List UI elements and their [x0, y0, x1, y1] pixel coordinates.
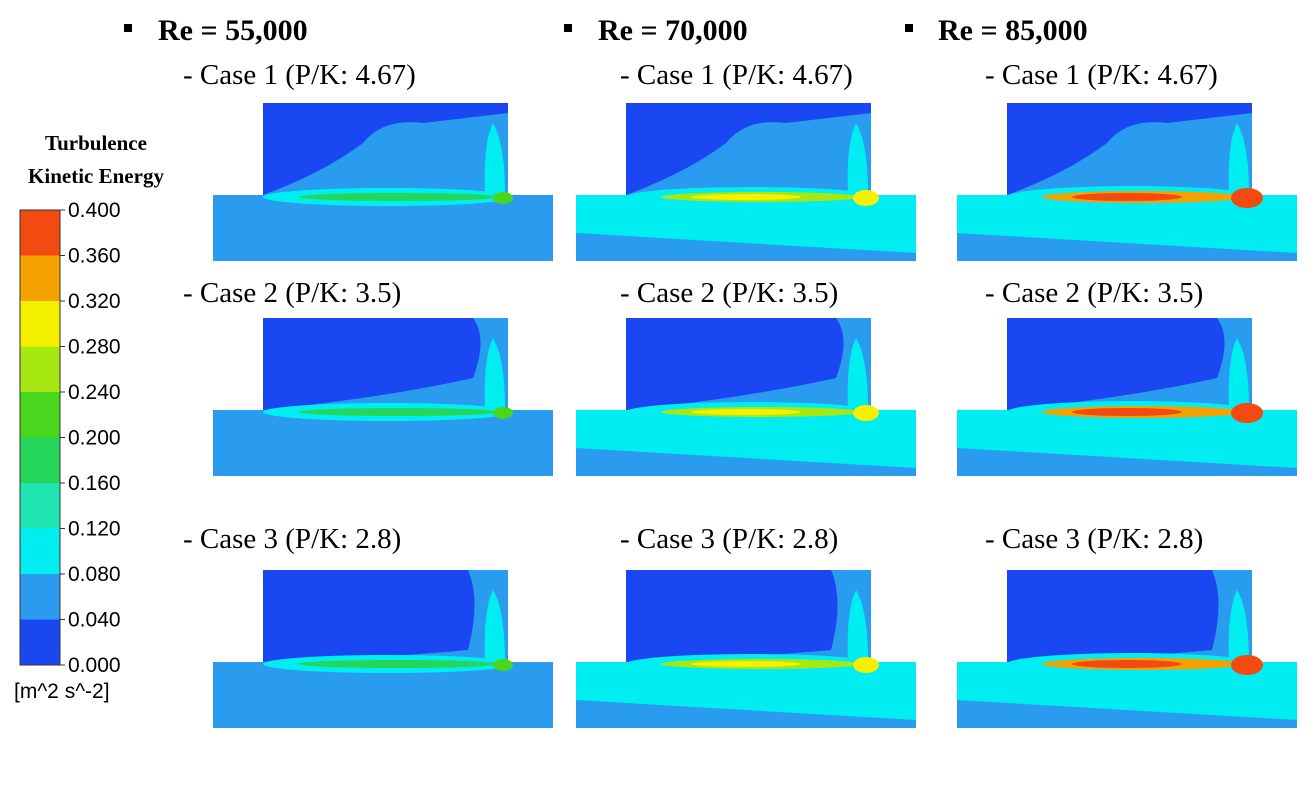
colorbar-band: [20, 301, 60, 347]
colorbar-tick-label: 0.200: [68, 427, 121, 450]
bullet: [905, 24, 913, 32]
colorbar-band: [20, 346, 60, 392]
shear-peak: [691, 661, 801, 667]
column-heading: Re = 85,000: [938, 14, 1088, 47]
legend-unit: [m^2 s^-2]: [14, 680, 110, 703]
contour-panel: [213, 570, 553, 728]
colorbar-tick-label: 0.400: [68, 199, 121, 222]
colorbar-tick-label: 0.160: [68, 472, 121, 495]
contour-panel: [576, 103, 916, 261]
shear-peak: [1072, 660, 1182, 668]
wall-jet: [1228, 338, 1249, 410]
colorbar-band: [20, 574, 60, 620]
wall-jet: [847, 338, 868, 410]
hot-spot: [493, 659, 513, 671]
plume: [626, 318, 871, 410]
plume: [263, 113, 508, 195]
case-label: - Case 3 (P/K: 2.8): [620, 523, 838, 555]
legend-title: Kinetic Energy: [28, 164, 164, 188]
bullet: [564, 24, 572, 32]
plume: [263, 570, 508, 662]
contour-panel: [957, 570, 1297, 728]
shear-peak: [691, 409, 801, 415]
contour-panel: [576, 318, 916, 476]
case-label: - Case 1 (P/K: 4.67): [985, 59, 1218, 91]
plume: [1007, 318, 1252, 410]
colorbar-tick-label: 0.320: [68, 290, 121, 313]
case-label: - Case 2 (P/K: 3.5): [183, 277, 401, 309]
channel-layer: [576, 233, 916, 261]
cavity: [263, 570, 508, 662]
wall-jet: [484, 123, 505, 195]
channel-layer: [576, 700, 916, 728]
wall-jet: [847, 590, 868, 662]
hot-spot: [853, 190, 879, 206]
channel: [213, 410, 553, 476]
case-label: - Case 3 (P/K: 2.8): [183, 523, 401, 555]
shear-peak: [1072, 408, 1182, 416]
shear-core: [298, 193, 498, 201]
hot-spot: [1231, 188, 1263, 208]
case-label: - Case 2 (P/K: 3.5): [985, 277, 1203, 309]
colorbar-tick-label: 0.280: [68, 336, 121, 359]
shear-core: [298, 408, 498, 416]
hot-spot: [493, 407, 513, 419]
channel-layer: [957, 233, 1297, 261]
column-heading: Re = 55,000: [158, 14, 308, 47]
hot-spot: [1231, 403, 1263, 423]
wall-jet: [484, 590, 505, 662]
colorbar-band: [20, 255, 60, 301]
colorbar-band: [20, 210, 60, 256]
shear-peak: [1072, 193, 1182, 201]
colorbar-tick-label: 0.080: [68, 563, 121, 586]
plume: [1007, 113, 1252, 195]
channel: [213, 662, 553, 728]
hot-spot: [1231, 655, 1263, 675]
colorbar-tick-label: 0.360: [68, 245, 121, 268]
colorbar-tick-label: 0.040: [68, 609, 121, 632]
shear-core: [298, 660, 498, 668]
plume: [1007, 570, 1252, 662]
channel: [213, 195, 553, 261]
channel-layer: [576, 448, 916, 476]
wall-jet: [1228, 123, 1249, 195]
contour-panel: [576, 570, 916, 728]
contour-panel: [213, 318, 553, 476]
contour-panel: [213, 103, 553, 261]
plume: [626, 570, 871, 662]
column-heading: Re = 70,000: [598, 14, 748, 47]
hot-spot: [493, 192, 513, 204]
case-label: - Case 1 (P/K: 4.67): [620, 59, 853, 91]
plume: [626, 113, 871, 195]
hot-spot: [853, 405, 879, 421]
case-label: - Case 3 (P/K: 2.8): [985, 523, 1203, 555]
colorbar-band: [20, 392, 60, 438]
colorbar-band: [20, 619, 60, 665]
bullet: [124, 24, 132, 32]
colorbar-tick-label: 0.240: [68, 381, 121, 404]
contour-panel: [957, 103, 1297, 261]
wall-jet: [847, 123, 868, 195]
case-label: - Case 2 (P/K: 3.5): [620, 277, 838, 309]
legend-title: Turbulence: [45, 131, 147, 155]
colorbar-band: [20, 437, 60, 483]
shear-peak: [691, 194, 801, 200]
contour-panel: [957, 318, 1297, 476]
colorbar-band: [20, 483, 60, 529]
colorbar-band: [20, 528, 60, 574]
hot-spot: [853, 657, 879, 673]
plume: [263, 318, 508, 410]
colorbar-tick-label: 0.120: [68, 518, 121, 541]
colorbar-tick-label: 0.000: [68, 654, 121, 677]
channel-layer: [957, 700, 1297, 728]
wall-jet: [484, 338, 505, 410]
case-label: - Case 1 (P/K: 4.67): [183, 59, 416, 91]
channel-layer: [957, 448, 1297, 476]
wall-jet: [1228, 590, 1249, 662]
cavity: [626, 570, 871, 662]
cavity: [1007, 570, 1252, 662]
